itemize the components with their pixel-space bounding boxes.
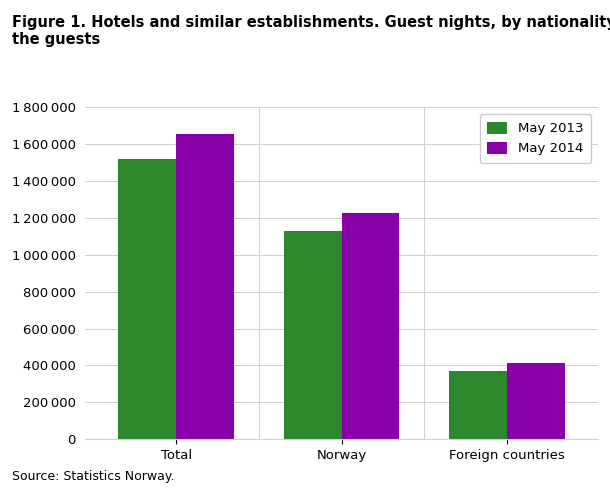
Text: Figure 1. Hotels and similar establishments. Guest nights, by nationality of
the: Figure 1. Hotels and similar establishme… (12, 15, 610, 47)
Bar (118, 159, 176, 439)
Bar (449, 371, 507, 439)
Legend: May 2013, May 2014: May 2013, May 2014 (479, 114, 591, 163)
Bar (284, 231, 342, 439)
Bar (176, 134, 234, 439)
Bar (342, 213, 400, 439)
Bar (507, 363, 565, 439)
Text: Source: Statistics Norway.: Source: Statistics Norway. (12, 470, 174, 483)
